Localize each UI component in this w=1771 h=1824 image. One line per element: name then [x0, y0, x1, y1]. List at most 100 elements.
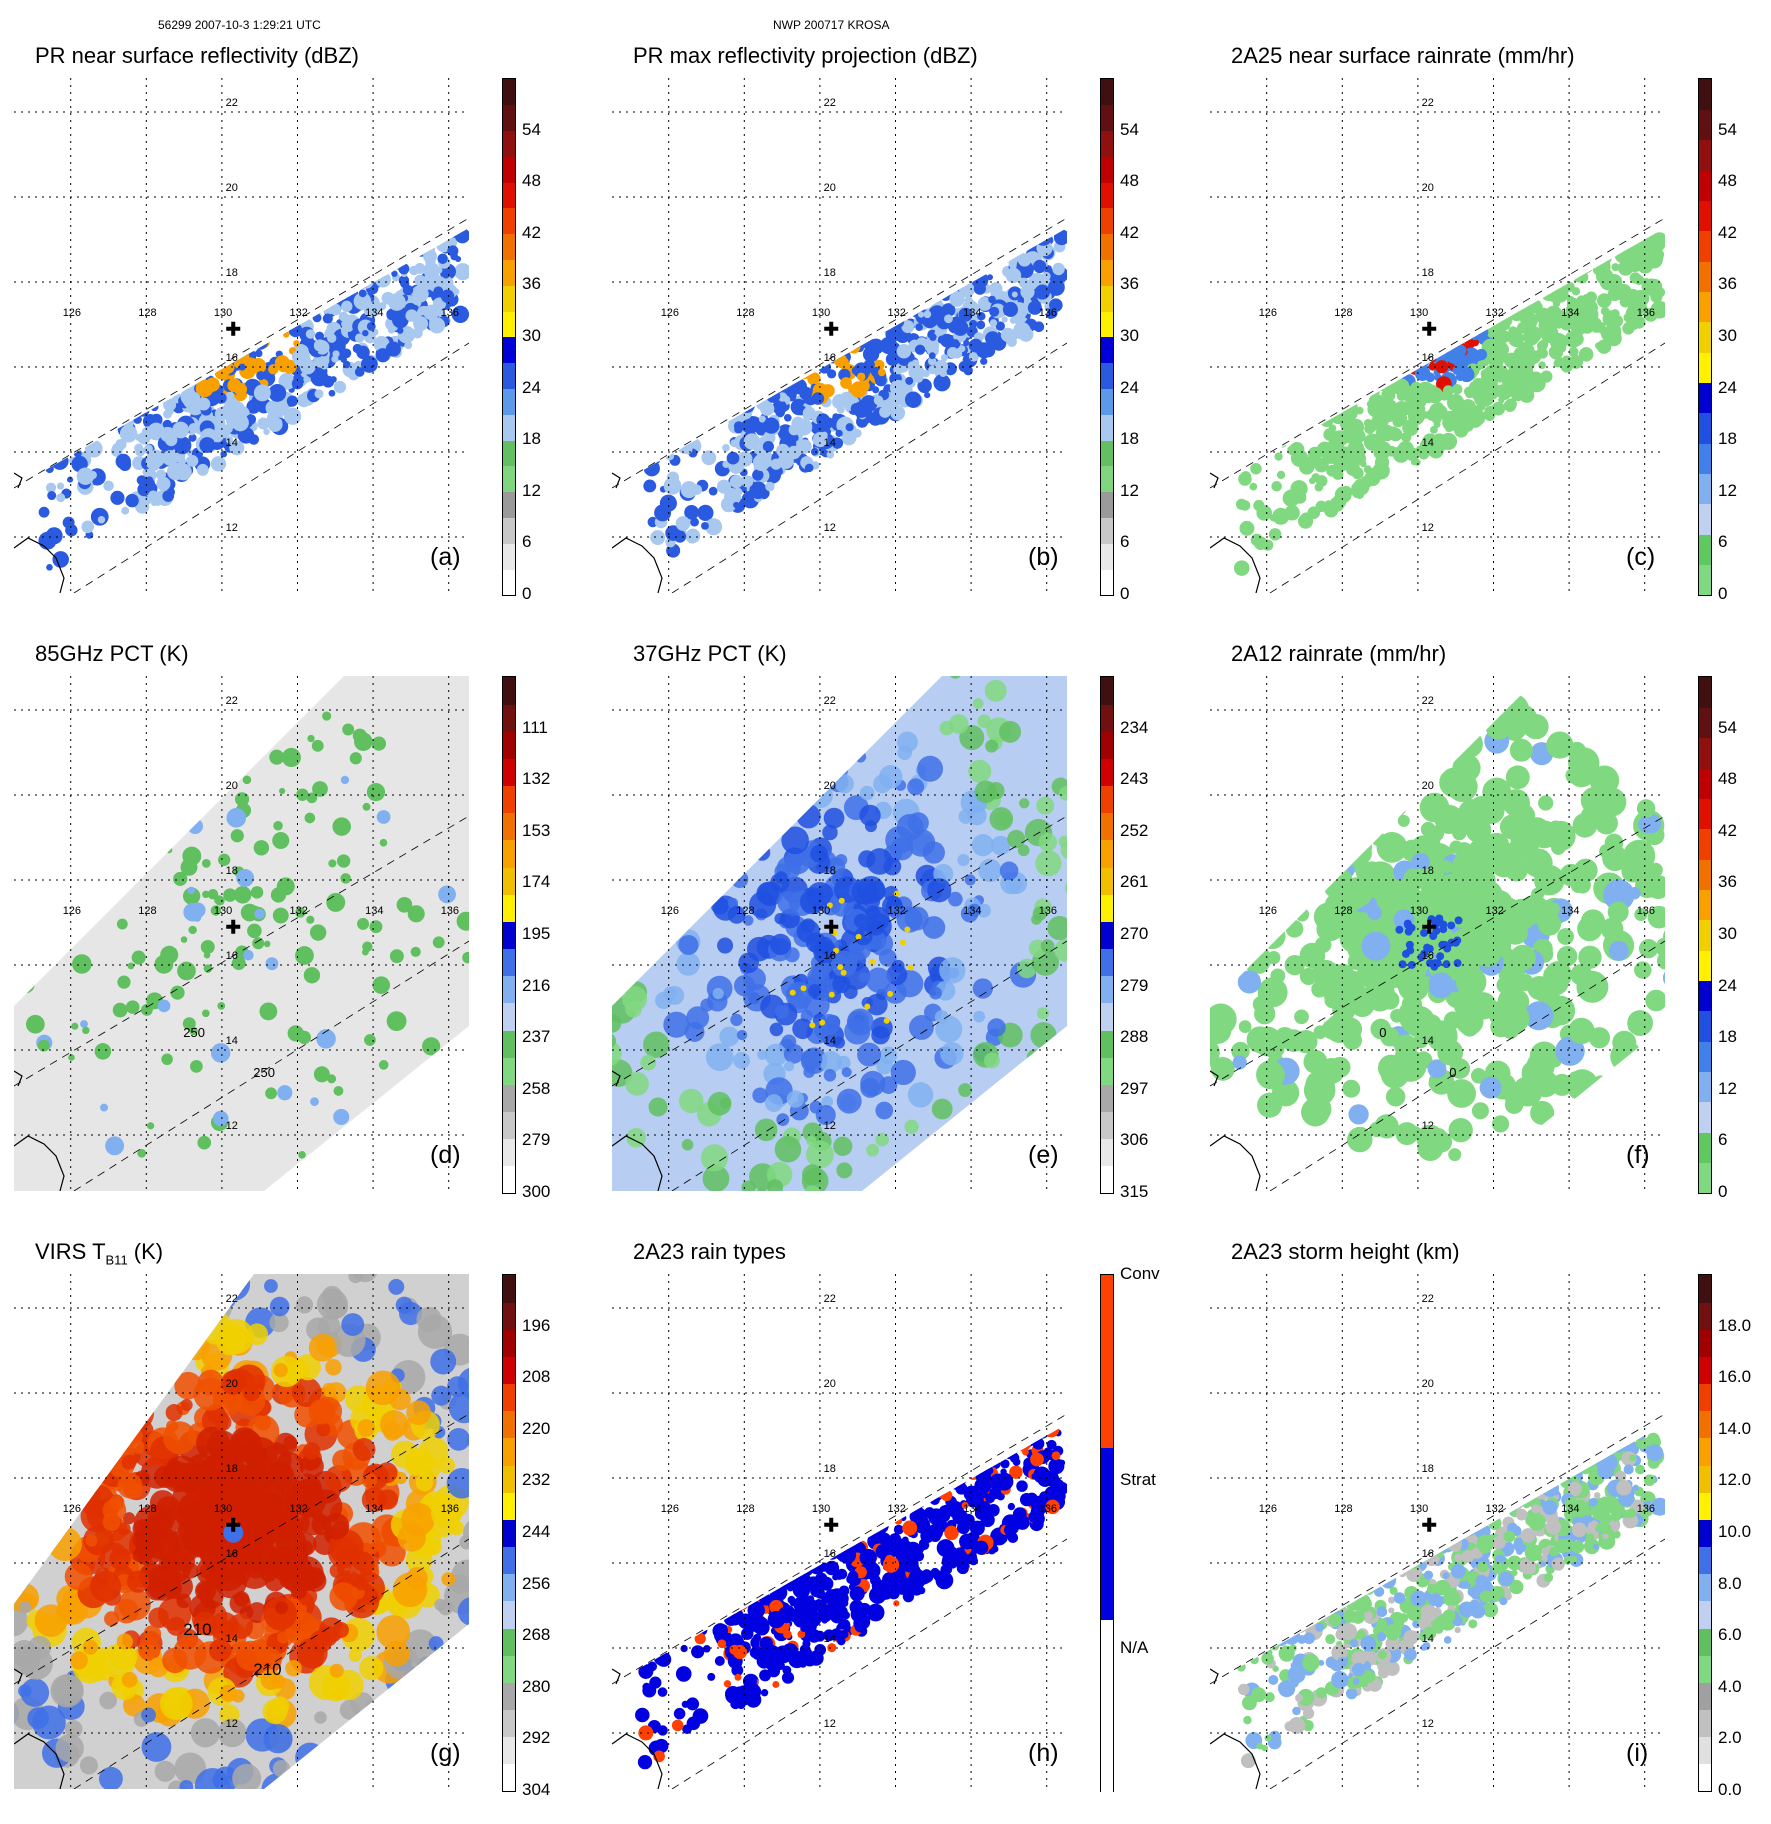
colorbar-segment [503, 1003, 515, 1031]
panel-title: 85GHz PCT (K) [35, 641, 189, 667]
colorbar-segment [1699, 504, 1711, 535]
colorbar-segment [503, 1275, 515, 1303]
panel-title: PR near surface reflectivity (dBZ) [35, 43, 359, 69]
colorbar-segment [1699, 1384, 1711, 1412]
colorbar-segment [1101, 285, 1113, 311]
lon-label: 130 [214, 307, 232, 319]
colorbar-tick: 42 [1120, 223, 1139, 243]
colorbar-segment [1101, 131, 1113, 157]
colorbar-tick: 258 [522, 1079, 550, 1099]
lon-label: 132 [1486, 307, 1504, 319]
contour-label: 250 [253, 1065, 275, 1080]
storm-center-icon [824, 322, 838, 336]
colorbar-segment [503, 949, 515, 977]
colorbar-tick: 30 [1718, 326, 1737, 346]
lon-label: 136 [1039, 1503, 1057, 1515]
colorbar-tick: 18 [1718, 1027, 1737, 1047]
lon-label: 126 [1259, 905, 1277, 917]
lat-label: 20 [226, 1378, 238, 1390]
colorbar-segment [503, 79, 515, 105]
colorbar-segment [503, 731, 515, 759]
colorbar-segment [1101, 569, 1113, 595]
colorbar-tick: 6 [522, 532, 531, 552]
colorbar-segment [1699, 768, 1711, 799]
colorbar-segment [503, 105, 515, 131]
colorbar-tick: 0 [1718, 1182, 1727, 1202]
colorbar-tick: 234 [1120, 718, 1148, 738]
contour-label: 210 [183, 1620, 211, 1639]
colorbar-segment [1699, 1132, 1711, 1163]
colorbar [502, 1274, 516, 1792]
lat-label: 18 [824, 1463, 836, 1475]
lon-label: 134 [963, 307, 981, 319]
lon-label: 134 [365, 905, 383, 917]
colorbar-segment [1699, 1492, 1711, 1520]
colorbar-segment [1101, 949, 1113, 977]
contour-label: 0 [1449, 1065, 1456, 1080]
colorbar-tick: N/A [1120, 1638, 1148, 1658]
colorbar-segment [503, 1574, 515, 1602]
colorbar-segment [503, 1112, 515, 1140]
colorbar-tick: Conv [1120, 1264, 1160, 1284]
lon-label: 128 [138, 1503, 156, 1515]
colorbar-segment [503, 156, 515, 182]
colorbar-tick: 30 [1120, 326, 1139, 346]
colorbar-segment [503, 285, 515, 311]
lat-label: 12 [1422, 1718, 1434, 1730]
colorbar-tick: 6 [1718, 532, 1727, 552]
colorbar-segment [1699, 109, 1711, 140]
colorbar-tick: 54 [1718, 120, 1737, 140]
colorbar-tick: 174 [522, 872, 550, 892]
colorbar-segment [1699, 1102, 1711, 1133]
colorbar-tick: 0.0 [1718, 1780, 1742, 1800]
contour-label: 0 [1379, 1025, 1386, 1040]
lat-label: 18 [226, 267, 238, 279]
colorbar-tick: 6.0 [1718, 1625, 1742, 1645]
panel-label: (d) [430, 1141, 461, 1170]
colorbar-segment [503, 260, 515, 286]
panel-label: (f) [1626, 1141, 1650, 1170]
colorbar-segment [503, 1601, 515, 1629]
colorbar-segment [1101, 758, 1113, 786]
lat-label: 12 [226, 1718, 238, 1730]
colorbar-segment [1699, 798, 1711, 829]
lat-label: 16 [824, 352, 836, 364]
colorbar-segment [503, 1682, 515, 1710]
colorbar-segment [503, 976, 515, 1004]
lat-label: 12 [1422, 1120, 1434, 1132]
lat-label: 14 [824, 1035, 836, 1047]
colorbar-segment [1699, 1601, 1711, 1629]
colorbar-segment [1699, 79, 1711, 110]
lat-label: 20 [226, 182, 238, 194]
colorbar-tick: 232 [522, 1470, 550, 1490]
lon-label: 130 [812, 1503, 830, 1515]
panel-label: (a) [430, 543, 461, 572]
colorbar-segment [1101, 79, 1113, 105]
colorbar-segment [503, 1411, 515, 1439]
colorbar-tick: 12 [1120, 481, 1139, 501]
contour-label: 210 [253, 1660, 281, 1679]
colorbar-segment [503, 677, 515, 705]
lat-label: 20 [824, 780, 836, 792]
colorbar-segment [1699, 1041, 1711, 1072]
colorbar-segment [503, 1628, 515, 1656]
colorbar-tick: 54 [1718, 718, 1737, 738]
lat-label: 12 [1422, 522, 1434, 534]
colorbar-tick: 244 [522, 1522, 550, 1542]
lat-label: 14 [824, 1633, 836, 1645]
colorbar-segment [503, 704, 515, 732]
lat-label: 20 [824, 1378, 836, 1390]
coastline [1210, 1071, 1260, 1191]
lat-label: 20 [1422, 1378, 1434, 1390]
colorbar-tick: 216 [522, 976, 550, 996]
lon-label: 134 [365, 1503, 383, 1515]
colorbar-segment [503, 1030, 515, 1058]
colorbar-tick: 0 [522, 584, 531, 604]
lon-label: 136 [1039, 307, 1057, 319]
